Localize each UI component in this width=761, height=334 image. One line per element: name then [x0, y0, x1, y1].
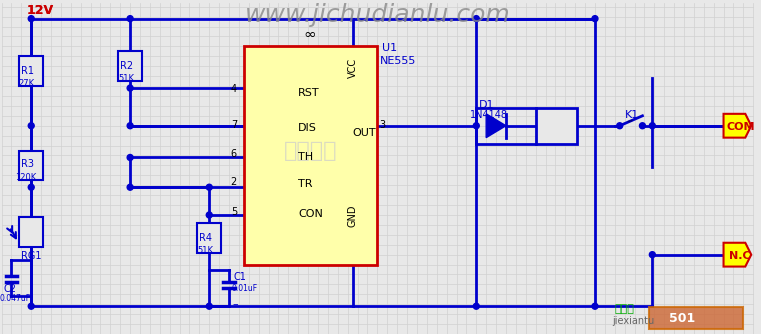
Text: DIS: DIS: [298, 123, 317, 133]
Polygon shape: [724, 243, 751, 267]
Circle shape: [127, 16, 133, 22]
Text: 6: 6: [231, 150, 237, 159]
Circle shape: [28, 123, 34, 129]
Circle shape: [649, 123, 655, 129]
Text: RST: RST: [298, 88, 320, 98]
Circle shape: [473, 123, 479, 129]
Text: R1: R1: [21, 66, 34, 76]
Text: 12V: 12V: [27, 4, 53, 17]
Bar: [118, 51, 142, 81]
Polygon shape: [486, 114, 506, 138]
Text: 51K: 51K: [197, 246, 213, 255]
Text: 接线图: 接线图: [615, 304, 635, 314]
Circle shape: [127, 123, 133, 129]
Text: C1: C1: [234, 273, 247, 283]
Bar: [244, 46, 377, 265]
Circle shape: [28, 303, 34, 309]
Text: VCC: VCC: [348, 58, 358, 78]
Text: GND: GND: [348, 204, 358, 227]
Text: 12V: 12V: [27, 4, 53, 17]
Circle shape: [127, 155, 133, 160]
Text: –: –: [232, 299, 237, 309]
Text: NE555: NE555: [380, 56, 417, 66]
Circle shape: [639, 123, 645, 129]
Text: 120K: 120K: [15, 173, 37, 182]
Text: jiexiantu: jiexiantu: [612, 316, 654, 326]
Text: 27K: 27K: [18, 79, 34, 88]
Text: 0.047uF: 0.047uF: [0, 294, 30, 303]
Text: R2: R2: [120, 61, 133, 71]
Circle shape: [127, 184, 133, 190]
Bar: [536, 108, 577, 144]
Text: R3: R3: [21, 159, 34, 169]
Polygon shape: [724, 114, 751, 138]
Circle shape: [473, 303, 479, 309]
Circle shape: [473, 16, 479, 22]
Circle shape: [127, 85, 133, 91]
Text: 0.01uF: 0.01uF: [231, 284, 257, 293]
Text: U1: U1: [382, 43, 397, 53]
Text: C2: C2: [4, 284, 17, 294]
Text: R4: R4: [199, 233, 212, 243]
Circle shape: [649, 252, 655, 258]
Circle shape: [206, 212, 212, 218]
Text: CON: CON: [298, 209, 323, 219]
Text: RG1: RG1: [21, 250, 42, 261]
Text: 5: 5: [231, 207, 237, 217]
Text: COM: COM: [727, 122, 755, 132]
Text: TR: TR: [298, 179, 313, 189]
Text: ∞: ∞: [304, 27, 317, 42]
Text: 501: 501: [669, 312, 708, 325]
Text: 51K: 51K: [118, 74, 134, 83]
Circle shape: [206, 184, 212, 190]
Circle shape: [206, 303, 212, 309]
Text: 1N4148: 1N4148: [470, 110, 508, 120]
Bar: [649, 307, 743, 329]
Text: 电子懒人: 电子懒人: [283, 141, 337, 161]
Circle shape: [592, 16, 598, 22]
Circle shape: [616, 123, 622, 129]
Text: 7: 7: [231, 120, 237, 130]
Text: 3: 3: [380, 120, 386, 130]
Bar: [19, 151, 43, 180]
Bar: [19, 56, 43, 86]
Text: N.C: N.C: [730, 250, 751, 261]
Circle shape: [28, 16, 34, 22]
Text: www.jichudianlu.com: www.jichudianlu.com: [244, 3, 511, 27]
Bar: [197, 223, 221, 253]
Bar: [19, 217, 43, 247]
Text: OUT: OUT: [352, 128, 376, 138]
Circle shape: [592, 303, 598, 309]
Text: 4: 4: [231, 84, 237, 94]
Text: K1: K1: [625, 110, 639, 120]
Text: D1: D1: [479, 100, 495, 110]
Text: 2: 2: [231, 177, 237, 187]
Circle shape: [28, 184, 34, 190]
Text: TH: TH: [298, 152, 314, 162]
